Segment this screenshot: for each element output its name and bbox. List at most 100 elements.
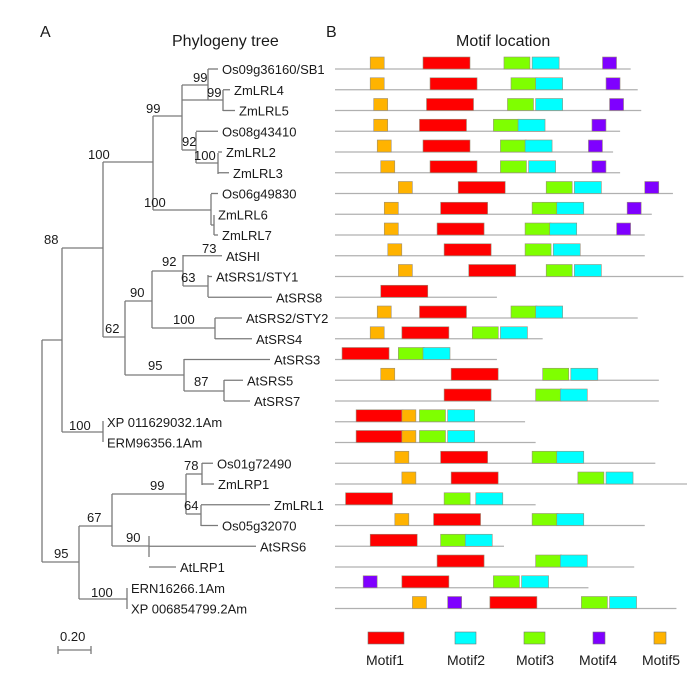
motif-box-motif2 [535, 98, 563, 111]
motif-box-motif3 [545, 181, 573, 194]
motif-box-motif4 [605, 77, 621, 91]
motif-box-motif5 [394, 513, 410, 526]
bootstrap-value: 100 [194, 148, 216, 163]
motif-box-motif4 [591, 160, 607, 174]
motif-box-motif1 [450, 471, 499, 485]
motif-row [335, 118, 621, 132]
motif-box-motif4 [362, 575, 378, 589]
bootstrap-value: 100 [144, 195, 166, 210]
motif-box-motif2 [475, 492, 504, 506]
bootstrap-value: 100 [88, 147, 110, 162]
bootstrap-value: 78 [184, 458, 198, 473]
leaf-label: Os01g72490 [217, 456, 291, 471]
panel-letter-b: B [326, 24, 337, 41]
motif-box-motif5 [383, 201, 399, 215]
motif-box-motif1 [419, 118, 467, 132]
motif-row [335, 222, 645, 236]
motif-box-motif1 [429, 77, 478, 91]
motif-box-motif3 [581, 596, 608, 609]
motif-box-motif4 [591, 118, 607, 132]
motif-box-motif3 [510, 305, 538, 319]
leaf-label: Os08g43410 [222, 124, 296, 139]
bootstrap-value: 99 [150, 478, 164, 493]
bootstrap-value: 67 [87, 510, 101, 525]
motif-box-motif2 [556, 201, 585, 215]
motif-box-motif3 [493, 118, 520, 132]
motif-legend: Motif1 Motif2 Motif3 Motif4 Motif5 [366, 631, 680, 668]
leaf-label: ZmLRL2 [226, 145, 276, 160]
scale-bar-label: 0.20 [60, 629, 85, 644]
leaf-label: ERN16266.1Am [131, 581, 225, 596]
motif-row [335, 596, 677, 610]
motif-row [335, 450, 656, 464]
tree-title: Phylogeny tree [172, 33, 279, 50]
motif-row [335, 575, 589, 589]
motif-box-motif4 [626, 201, 642, 215]
motif-box-motif2 [556, 450, 585, 464]
motif-box-motif4 [616, 222, 631, 236]
panel-letter-a: A [40, 24, 51, 41]
motif-box-motif3 [531, 201, 559, 215]
motif-box-motif2 [605, 471, 634, 485]
bootstrap-value: 100 [173, 312, 195, 327]
motif-box-motif5 [369, 56, 385, 70]
bootstrap-value: 88 [44, 232, 58, 247]
motif-row [335, 513, 645, 527]
leaf-label: AtSRS8 [276, 290, 322, 305]
legend-swatch-motif1 [367, 631, 405, 645]
motif-box-motif3 [503, 56, 531, 70]
motif-row [335, 430, 536, 444]
motif-row [335, 264, 684, 278]
motif-box-motif5 [398, 181, 413, 194]
leaf-label: Os06g49830 [222, 187, 296, 202]
motif-row [335, 347, 497, 361]
motif-box-motif3 [524, 222, 552, 236]
bootstrap-value: 92 [162, 254, 176, 269]
leaf-label: ZmLRL7 [222, 228, 272, 243]
motif-box-motif1 [457, 181, 506, 194]
motif-box-motif2 [574, 181, 602, 194]
motif-box-motif4 [644, 181, 660, 194]
motif-box-motif4 [609, 98, 624, 111]
leaf-label: ZmLRL1 [274, 498, 324, 513]
motif-box-motif2 [570, 367, 599, 381]
motif-box-motif4 [588, 139, 603, 153]
motif-box-motif3 [443, 492, 471, 506]
motif-box-motif1 [433, 513, 481, 526]
motif-box-motif3 [531, 450, 559, 464]
motif-box-motif5 [394, 450, 410, 464]
motif-box-motif5 [380, 367, 396, 381]
motif-row [335, 533, 504, 547]
legend-swatch-motif5 [653, 631, 667, 645]
motif-box-motif1 [422, 56, 471, 70]
bootstrap-value: 99 [146, 101, 160, 116]
motif-box-motif2 [552, 243, 581, 257]
motif-box-motif2 [535, 77, 563, 91]
motif-box-motif3 [419, 409, 446, 423]
legend-swatch-motif2 [454, 631, 477, 645]
leaf-label: AtSRS5 [247, 373, 293, 388]
motif-box-motif1 [440, 450, 488, 464]
leaf-label: ZmLRL6 [218, 207, 268, 222]
motif-box-motif5 [401, 430, 417, 443]
motif-box-motif1 [369, 533, 418, 547]
motif-row [335, 139, 614, 153]
legend-label-motif5: Motif5 [642, 652, 680, 668]
motif-box-motif5 [373, 98, 389, 111]
leaf-label: AtSRS2/STY2 [246, 311, 328, 326]
motif-row [335, 77, 638, 91]
motif-box-motif4 [447, 596, 462, 609]
motif-box-motif2 [609, 596, 637, 609]
motif-box-motif3 [500, 139, 527, 153]
motif-box-motif4 [602, 56, 617, 70]
motif-box-motif2 [521, 575, 549, 589]
bootstrap-value: 90 [130, 285, 144, 300]
motif-box-motif3 [545, 264, 573, 277]
motif-row [335, 326, 543, 340]
motif-box-motif2 [447, 430, 475, 443]
motif-box-motif5 [387, 243, 403, 257]
motif-box-motif2 [464, 533, 493, 547]
bootstrap-value: 92 [182, 134, 196, 149]
motif-row [335, 243, 645, 257]
leaf-label: Os05g32070 [222, 519, 296, 534]
